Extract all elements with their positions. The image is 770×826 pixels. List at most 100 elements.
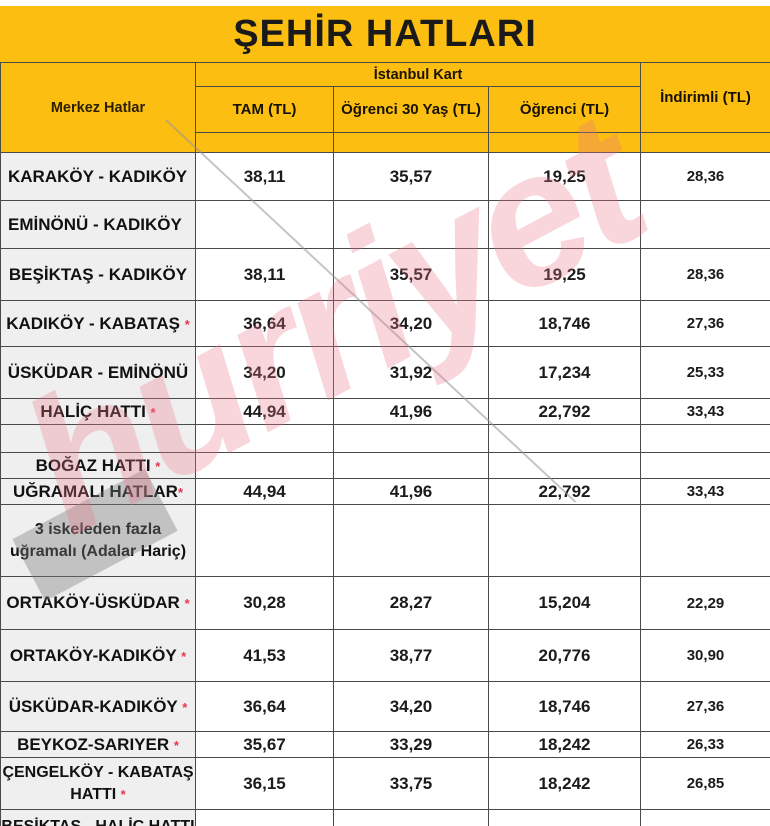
fare-indirimli-cell: 28,36 — [640, 152, 770, 201]
table-row: EMİNÖNÜ - KADIKÖY — [0, 200, 770, 249]
fare-table-wrapper: Merkez Hatlar İstanbul Kart İndirimli (T… — [0, 62, 770, 826]
asterisk-icon: * — [120, 786, 126, 802]
header-spacer-4 — [640, 132, 770, 153]
fare-ogrenci30-cell: 35,57 — [333, 152, 489, 201]
fare-ogrenci30-cell: 33,75 — [333, 757, 489, 810]
fare-ogrenci-cell: 19,25 — [488, 248, 641, 301]
fare-tam-cell: 38,11 — [195, 248, 334, 301]
fare-ogrenci30-cell — [333, 452, 489, 479]
fare-ogrenci-cell: 18,242 — [488, 757, 641, 810]
route-name-cell: ORTAKÖY-KADIKÖY * — [0, 629, 196, 682]
route-name-cell: BEYKOZ-SARIYER * — [0, 731, 196, 758]
table-row: UĞRAMALI HATLAR* 44,94 41,96 22,792 33,43 — [0, 478, 770, 505]
fare-tam-cell: 36,64 — [195, 300, 334, 347]
header-istanbul-kart: İstanbul Kart — [195, 62, 641, 87]
route-name-cell: HALİÇ HATTI * — [0, 398, 196, 425]
fare-ogrenci30-cell: 28,27 — [333, 576, 489, 630]
route-name-cell: ÜSKÜDAR-KADIKÖY * — [0, 681, 196, 732]
table-row: 3 iskeleden fazla uğramalı (Adalar Hariç… — [0, 504, 770, 577]
route-name-cell: BEŞİKTAŞ - HALİÇ HATTI * — [0, 809, 196, 826]
fare-ogrenci-cell: 17,234 — [488, 346, 641, 399]
fare-tam-cell: 30,28 — [195, 576, 334, 630]
fare-tam-cell: 35,67 — [195, 731, 334, 758]
route-name-cell: ORTAKÖY-ÜSKÜDAR * — [0, 576, 196, 630]
route-name-cell: KADIKÖY - KABATAŞ * — [0, 300, 196, 347]
asterisk-icon: * — [181, 648, 187, 664]
fare-ogrenci-cell — [488, 424, 641, 453]
fare-ogrenci30-cell: 41,96 — [333, 398, 489, 425]
fare-tam-cell: 44,94 — [195, 398, 334, 425]
fare-indirimli-cell: 33,43 — [640, 478, 770, 505]
table-row: KARAKÖY - KADIKÖY 38,11 35,57 19,25 28,36 — [0, 152, 770, 201]
fare-ogrenci-cell — [488, 200, 641, 249]
route-name-cell: BEŞİKTAŞ - KADIKÖY — [0, 248, 196, 301]
fare-table: Merkez Hatlar İstanbul Kart İndirimli (T… — [0, 62, 770, 826]
table-row: ÇENGELKÖY - KABATAŞ HATTI * 36,15 33,75 18,… — [0, 757, 770, 810]
fare-indirimli-cell — [640, 424, 770, 453]
route-name-cell: ÜSKÜDAR - EMİNÖNÜ — [0, 346, 196, 399]
header-spacer-2 — [333, 132, 489, 153]
fare-indirimli-cell: 26,85 — [640, 757, 770, 810]
header-spacer-3 — [488, 132, 641, 153]
header-spacer-1 — [195, 132, 334, 153]
asterisk-icon: * — [177, 484, 183, 500]
table-body: KARAKÖY - KADIKÖY 38,11 35,57 19,25 28,36 EMİ… — [0, 152, 770, 826]
fare-ogrenci-cell: 18,746 — [488, 300, 641, 347]
fare-ogrenci30-cell — [333, 424, 489, 453]
fare-tam-cell: 38,11 — [195, 152, 334, 201]
fare-ogrenci-cell: 22,792 — [488, 809, 641, 826]
table-row: BEYKOZ-SARIYER * 35,67 33,29 18,242 26,33 — [0, 731, 770, 758]
fare-ogrenci-cell: 22,792 — [488, 478, 641, 505]
fare-indirimli-cell: 33,43 — [640, 398, 770, 425]
fare-tam-cell: 41,53 — [195, 629, 334, 682]
route-name-cell: BOĞAZ HATTI * — [0, 452, 196, 479]
fare-indirimli-cell: 27,36 — [640, 681, 770, 732]
header-col-ogrenci: Öğrenci (TL) — [488, 86, 641, 133]
fare-indirimli-cell: 30,90 — [640, 629, 770, 682]
route-name-cell: UĞRAMALI HATLAR* — [0, 478, 196, 505]
table-row: HALİÇ HATTI * 44,94 41,96 22,792 33,43 — [0, 398, 770, 425]
fare-ogrenci-cell: 15,204 — [488, 576, 641, 630]
fare-tam-cell: 34,20 — [195, 346, 334, 399]
route-name-cell: ÇENGELKÖY - KABATAŞ HATTI * — [0, 757, 196, 810]
asterisk-icon: * — [182, 699, 188, 715]
route-name-cell: EMİNÖNÜ - KADIKÖY — [0, 200, 196, 249]
fare-tam-cell — [195, 424, 334, 453]
fare-ogrenci-cell: 22,792 — [488, 398, 641, 425]
fare-tam-cell: 44,94 — [195, 809, 334, 826]
fare-ogrenci30-cell: 41,96 — [333, 809, 489, 826]
route-name-cell — [0, 424, 196, 453]
fare-tam-cell: 44,94 — [195, 478, 334, 505]
fare-ogrenci-cell: 18,746 — [488, 681, 641, 732]
table-row — [0, 424, 770, 453]
header-col-ogrenci-30: Öğrenci 30 Yaş (TL) — [333, 86, 489, 133]
fare-ogrenci30-cell: 34,20 — [333, 300, 489, 347]
asterisk-icon: * — [184, 596, 190, 611]
fare-ogrenci30-cell — [333, 200, 489, 249]
fare-ogrenci30-cell: 34,20 — [333, 681, 489, 732]
table-row: ÜSKÜDAR - EMİNÖNÜ 34,20 31,92 17,234 25,33 — [0, 346, 770, 399]
asterisk-icon: * — [184, 316, 190, 332]
fare-indirimli-cell: 28,36 — [640, 248, 770, 301]
table-row: ORTAKÖY-ÜSKÜDAR * 30,28 28,27 15,204 22,29 — [0, 576, 770, 630]
asterisk-icon: * — [155, 458, 161, 474]
fare-tam-cell — [195, 452, 334, 479]
page-title: ŞEHİR HATLARI — [233, 13, 537, 55]
fare-tam-cell: 36,64 — [195, 681, 334, 732]
fare-ogrenci30-cell: 33,29 — [333, 731, 489, 758]
fare-ogrenci30-cell: 41,96 — [333, 478, 489, 505]
route-name-cell: KARAKÖY - KADIKÖY — [0, 152, 196, 201]
fare-indirimli-cell — [640, 504, 770, 577]
table-row: ORTAKÖY-KADIKÖY * 41,53 38,77 20,776 30,90 — [0, 629, 770, 682]
header-row-top: Merkez Hatlar İstanbul Kart İndirimli (T… — [0, 62, 770, 153]
fare-ogrenci30-cell — [333, 504, 489, 577]
asterisk-icon: * — [173, 737, 179, 753]
table-row: KADIKÖY - KABATAŞ * 36,64 34,20 18,746 27,36 — [0, 300, 770, 347]
fare-ogrenci-cell: 19,25 — [488, 152, 641, 201]
header-merkez-hatlar: Merkez Hatlar — [0, 62, 196, 153]
fare-indirimli-cell: 26,33 — [640, 731, 770, 758]
header-col-tam: TAM (TL) — [195, 86, 334, 133]
fare-ogrenci-cell: 18,242 — [488, 731, 641, 758]
fare-indirimli-cell: 25,33 — [640, 346, 770, 399]
header-col-indirimli: İndirimli (TL) — [640, 62, 770, 133]
